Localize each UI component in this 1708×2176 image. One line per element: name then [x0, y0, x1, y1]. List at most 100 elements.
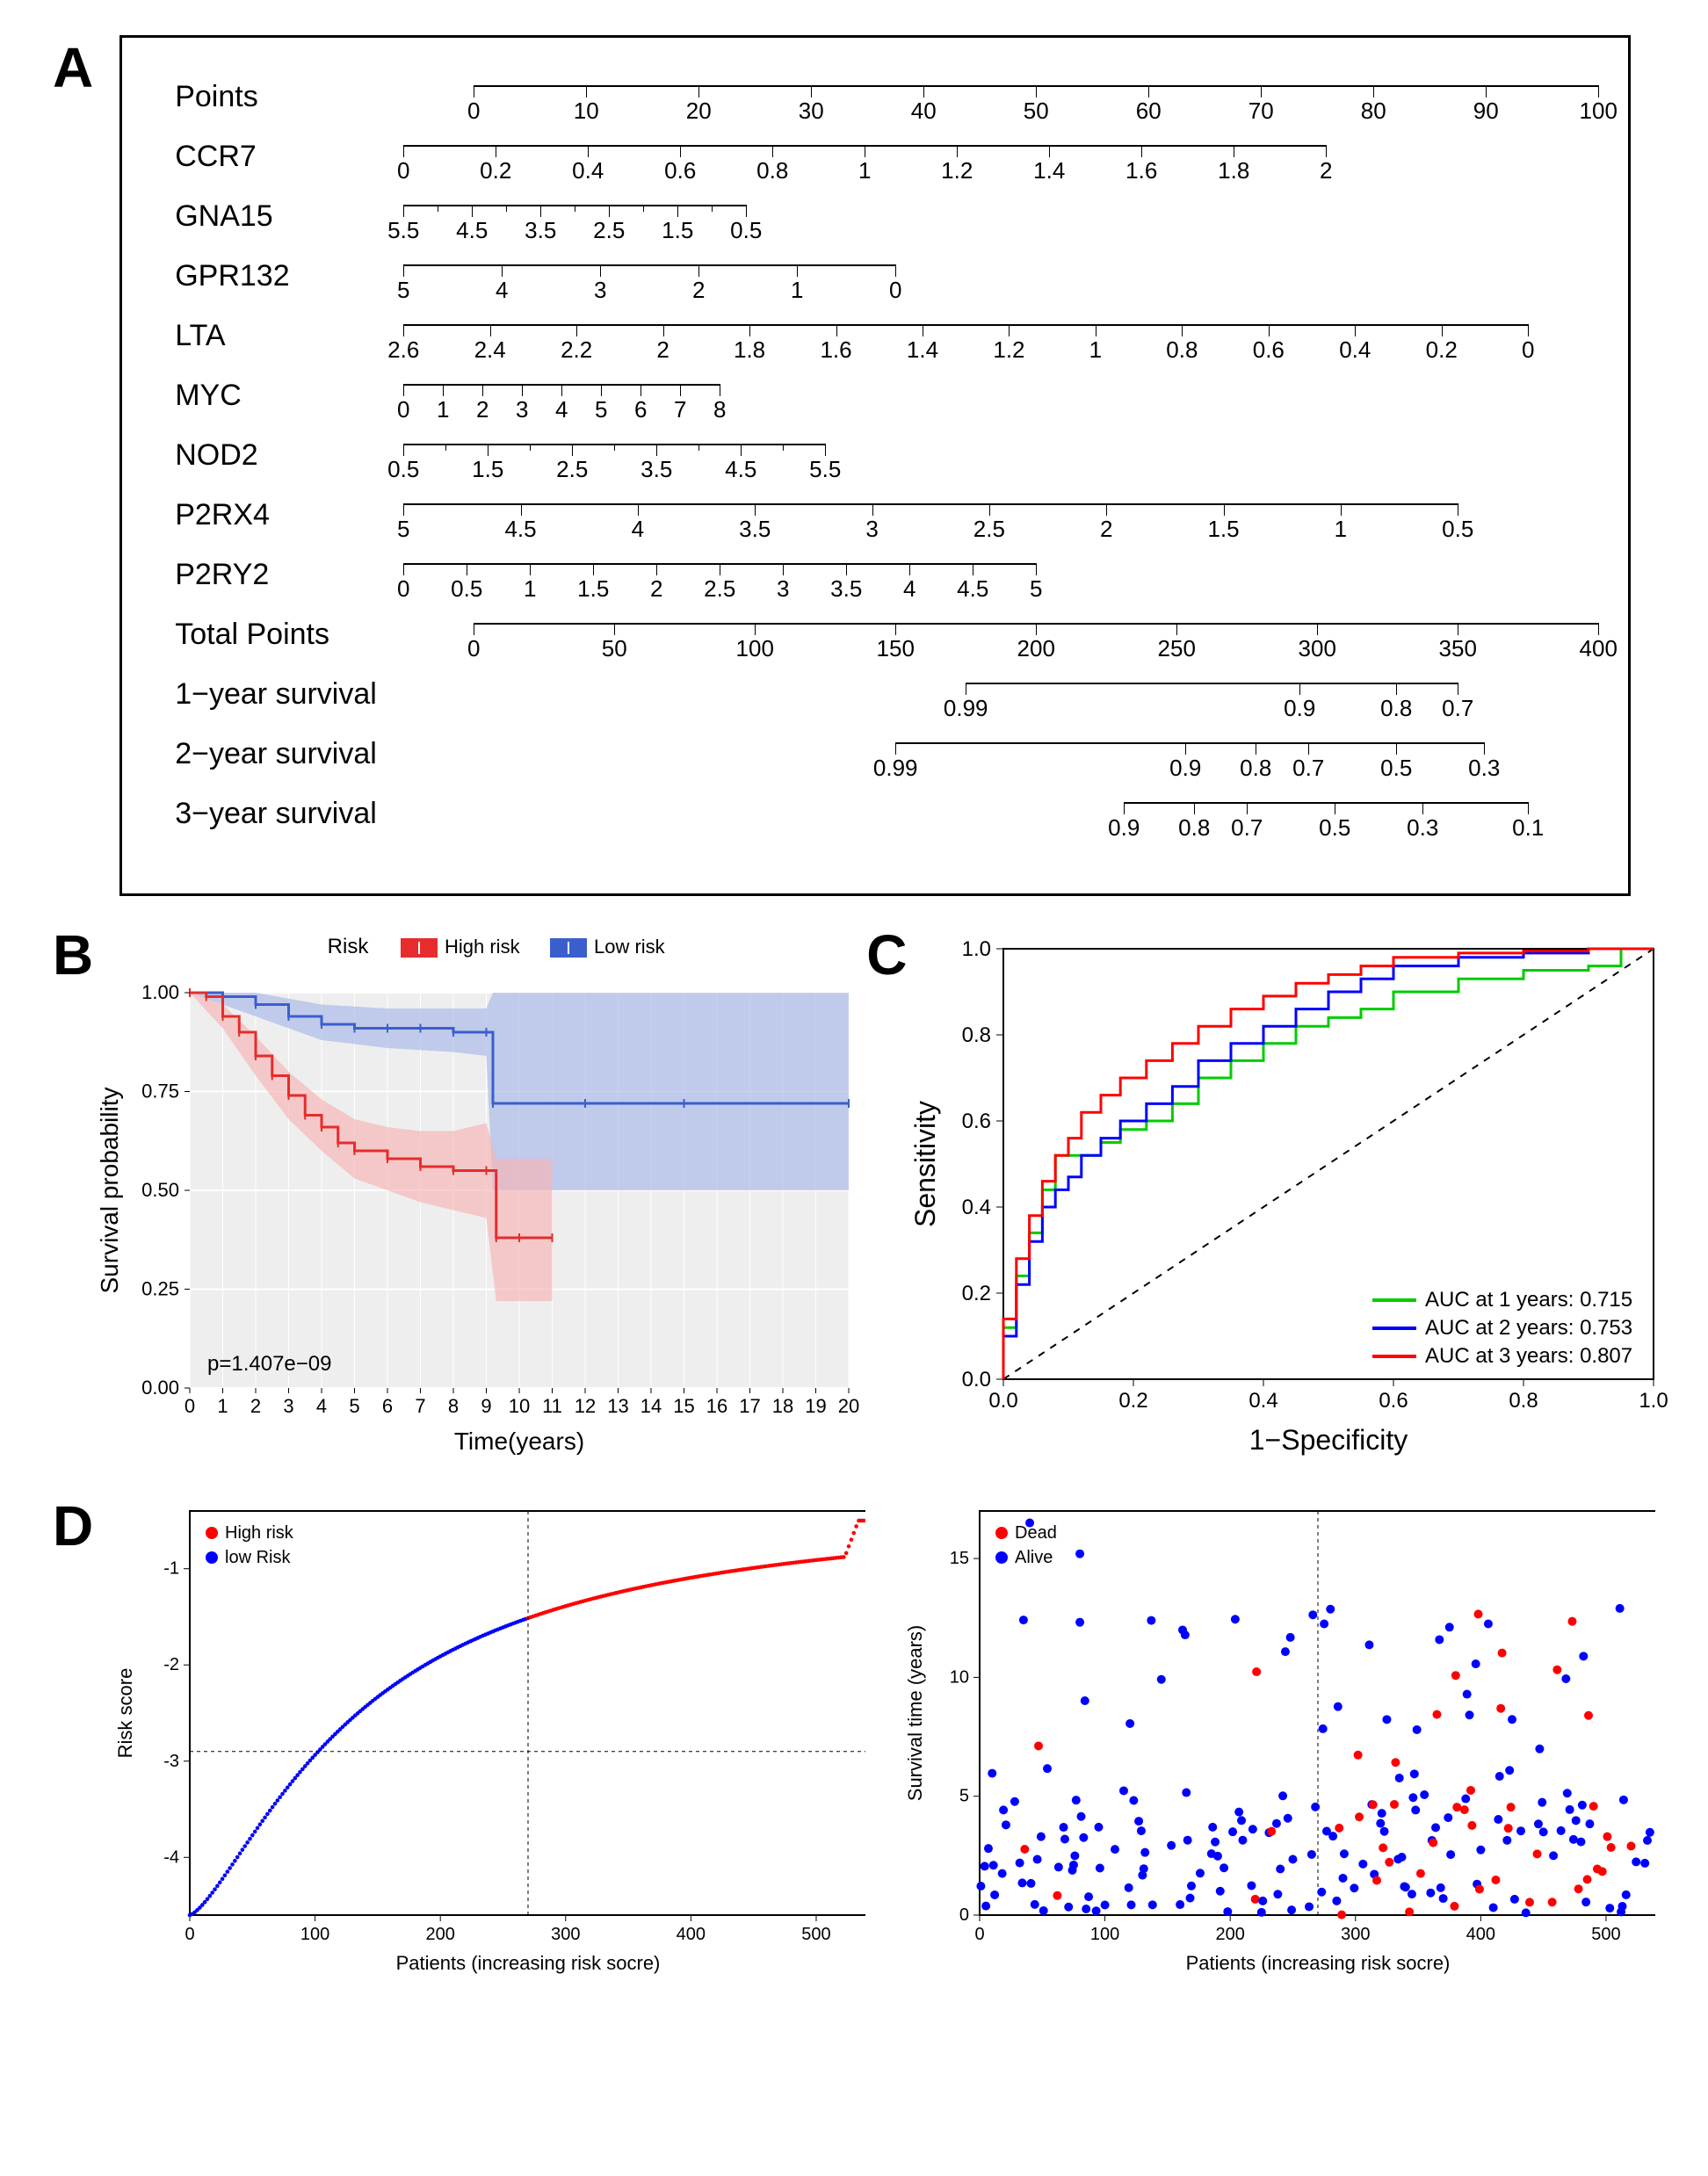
nomo-axis: 0.51.52.53.54.55.5: [403, 431, 1575, 484]
svg-text:16: 16: [706, 1395, 727, 1417]
panel-b-label: B: [53, 922, 93, 987]
nomo-axis: 0.990.90.80.7: [403, 670, 1575, 723]
svg-text:low Risk: low Risk: [225, 1548, 291, 1567]
nomo-row-total-points: Total Points050100150200250300350400: [175, 611, 1575, 670]
svg-text:500: 500: [1591, 1925, 1620, 1944]
nomo-row-label: 2−year survival: [175, 730, 403, 771]
panel-a-label: A: [53, 35, 93, 100]
svg-text:300: 300: [551, 1925, 580, 1944]
nomo-row-gna15: GNA155.54.53.52.51.50.5: [175, 192, 1575, 252]
svg-text:0.8: 0.8: [1509, 1389, 1538, 1413]
panel-d-label: D: [53, 1493, 93, 1985]
svg-text:AUC at 3 years: 0.807: AUC at 3 years: 0.807: [1425, 1344, 1632, 1368]
figure-root: A Points0102030405060708090100CCR700.20.…: [0, 0, 1708, 2056]
nomo-row-label: CCR7: [175, 133, 403, 174]
svg-text:AUC at 2 years: 0.753: AUC at 2 years: 0.753: [1425, 1316, 1632, 1340]
svg-text:Patients (increasing risk socr: Patients (increasing risk socre): [1186, 1952, 1451, 1974]
nomo-axis: 012345678: [403, 372, 1575, 424]
nomogram-box: Points0102030405060708090100CCR700.20.40…: [119, 35, 1631, 896]
svg-text:0.75: 0.75: [141, 1081, 179, 1102]
svg-text:0.00: 0.00: [141, 1377, 179, 1399]
nomo-row-label: GNA15: [175, 192, 403, 234]
svg-text:High risk: High risk: [445, 936, 521, 958]
svg-text:18: 18: [772, 1395, 793, 1417]
svg-text:10: 10: [509, 1395, 530, 1417]
nomo-axis: 00.20.40.60.811.21.41.61.82: [403, 133, 1575, 185]
nomo-axis: 5.54.53.52.51.50.5: [403, 192, 1575, 245]
svg-text:1.00: 1.00: [141, 981, 179, 1003]
svg-text:9: 9: [481, 1395, 492, 1417]
svg-text:Patients (increasing risk socr: Patients (increasing risk socre): [396, 1952, 661, 1974]
nomo-row-myc: MYC012345678: [175, 372, 1575, 431]
svg-text:0: 0: [959, 1905, 969, 1925]
svg-text:High risk: High risk: [225, 1523, 294, 1543]
svg-text:0.2: 0.2: [962, 1282, 991, 1305]
nomo-row-label: 1−year survival: [175, 670, 403, 712]
nomo-row-lta: LTA2.62.42.221.81.61.41.210.80.60.40.20: [175, 312, 1575, 372]
svg-text:Dead: Dead: [1015, 1523, 1057, 1543]
nomo-axis: 0.90.80.70.50.30.1: [403, 790, 1575, 842]
svg-text:1−Specificity: 1−Specificity: [1249, 1424, 1408, 1456]
svg-text:300: 300: [1341, 1925, 1370, 1944]
svg-text:15: 15: [950, 1549, 969, 1568]
panel-d-row: D 0100200300400500-4-3-2-1High risklow R…: [53, 1493, 1655, 1985]
svg-text:0.0: 0.0: [989, 1389, 1018, 1413]
svg-text:Survival probability: Survival probability: [96, 1088, 123, 1294]
nomo-row-label: NOD2: [175, 431, 403, 473]
svg-text:0.8: 0.8: [962, 1023, 991, 1047]
nomo-row-points: Points0102030405060708090100: [175, 73, 1575, 133]
svg-text:500: 500: [801, 1925, 830, 1944]
panel-a-row: A Points0102030405060708090100CCR700.20.…: [53, 35, 1655, 896]
svg-text:AUC at 1 years: 0.715: AUC at 1 years: 0.715: [1425, 1288, 1632, 1312]
nomo-axis: 0102030405060708090100: [403, 73, 1575, 126]
svg-text:1: 1: [218, 1395, 228, 1417]
panel-d-right-svg: 0100200300400500051015DeadAlivePatients …: [901, 1493, 1655, 1985]
svg-text:0: 0: [185, 1925, 195, 1944]
nomo-row-3-year-survival: 3−year survival0.90.80.70.50.30.1: [175, 790, 1575, 849]
svg-text:Time(years): Time(years): [454, 1428, 584, 1455]
svg-text:400: 400: [677, 1925, 706, 1944]
svg-text:0.50: 0.50: [141, 1179, 179, 1201]
svg-text:0: 0: [975, 1925, 985, 1944]
nomo-row-label: Points: [175, 73, 403, 114]
svg-text:0.2: 0.2: [1119, 1389, 1148, 1413]
svg-text:0.4: 0.4: [1249, 1389, 1278, 1413]
svg-text:14: 14: [640, 1395, 662, 1417]
svg-text:-1: -1: [163, 1559, 179, 1579]
svg-text:0.0: 0.0: [962, 1368, 991, 1392]
panels-bc-row: B RiskHigh riskLow risk0.000.250.500.751…: [53, 922, 1655, 1467]
svg-text:13: 13: [607, 1395, 628, 1417]
nomo-row-label: P2RX4: [175, 491, 403, 532]
svg-text:1.0: 1.0: [1639, 1389, 1668, 1413]
svg-text:0.6: 0.6: [962, 1110, 991, 1133]
panel-c-label: C: [866, 922, 907, 987]
svg-text:12: 12: [575, 1395, 596, 1417]
svg-text:Risk: Risk: [328, 935, 370, 958]
svg-text:-2: -2: [163, 1655, 179, 1674]
nomo-row-gpr132: GPR132543210: [175, 252, 1575, 312]
svg-text:5: 5: [350, 1395, 360, 1417]
svg-text:-4: -4: [163, 1847, 179, 1867]
nomo-axis: 543210: [403, 252, 1575, 305]
svg-text:Alive: Alive: [1015, 1548, 1053, 1567]
svg-text:0: 0: [185, 1395, 195, 1417]
svg-text:100: 100: [1090, 1925, 1119, 1944]
panel-b-svg: RiskHigh riskLow risk0.000.250.500.751.0…: [93, 922, 866, 1467]
svg-text:17: 17: [739, 1395, 760, 1417]
svg-text:1.0: 1.0: [962, 937, 991, 961]
nomo-row-1-year-survival: 1−year survival0.990.90.80.7: [175, 670, 1575, 730]
svg-text:4: 4: [316, 1395, 327, 1417]
nomo-row-p2ry2: P2RY200.511.522.533.544.55: [175, 551, 1575, 611]
nomo-row-label: P2RY2: [175, 551, 403, 592]
nomo-row-label: GPR132: [175, 252, 403, 293]
svg-text:8: 8: [448, 1395, 459, 1417]
nomo-axis: 54.543.532.521.510.5: [403, 491, 1575, 544]
svg-text:400: 400: [1466, 1925, 1495, 1944]
svg-text:3: 3: [284, 1395, 294, 1417]
nomo-row-label: LTA: [175, 312, 403, 353]
svg-text:0.6: 0.6: [1379, 1389, 1408, 1413]
nomo-row-label: Total Points: [175, 611, 403, 652]
svg-text:10: 10: [950, 1667, 969, 1687]
svg-text:p=1.407e−09: p=1.407e−09: [207, 1352, 331, 1376]
svg-text:200: 200: [1216, 1925, 1245, 1944]
